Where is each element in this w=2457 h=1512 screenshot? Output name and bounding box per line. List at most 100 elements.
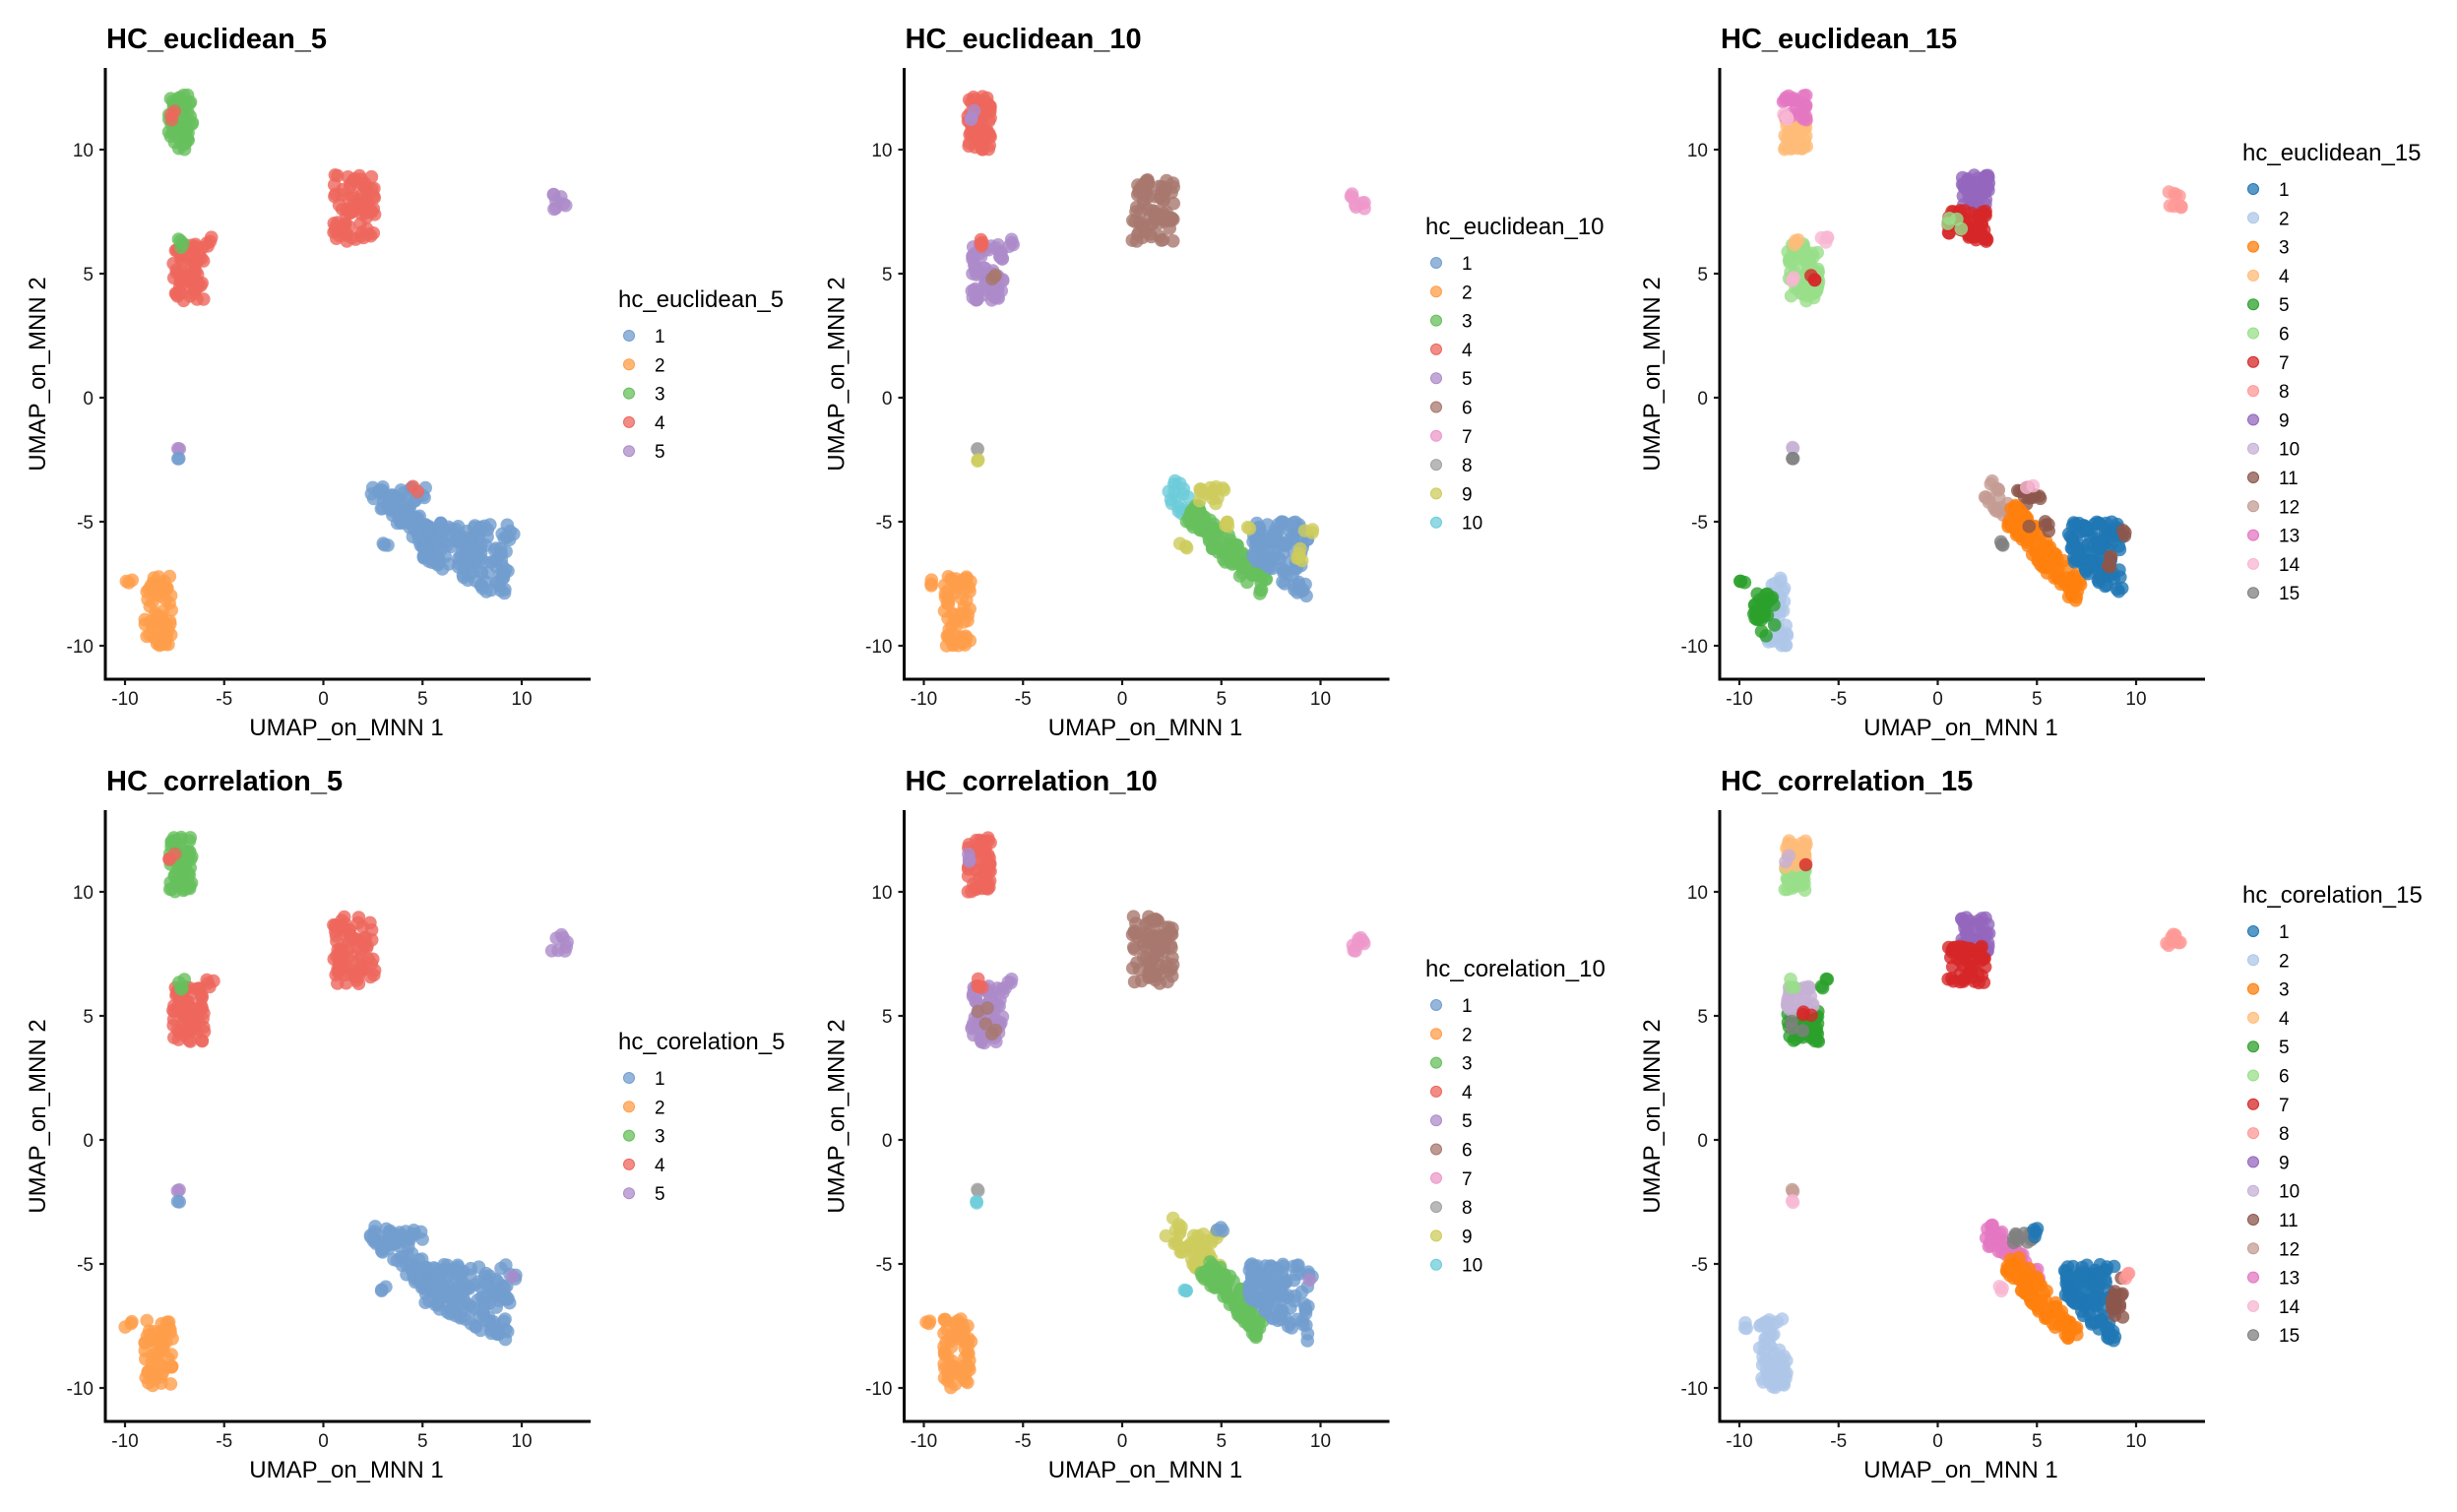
data-point [1767,1362,1781,1377]
data-point [1172,536,1187,550]
legend-label: 4 [655,1156,665,1176]
data-point [1193,482,1207,496]
cluster-7-points [1798,857,1813,872]
data-point [1966,184,1981,198]
data-point [1765,1329,1779,1343]
data-point [351,953,366,968]
legend-label: 8 [1462,1198,1473,1219]
data-point [963,1354,976,1367]
x-tick-label: -5 [216,689,232,710]
data-point [1767,618,1782,632]
x-tick-label: 0 [1117,1431,1128,1452]
legend-label: 13 [2279,527,2300,547]
data-point [477,555,491,569]
data-point [192,247,206,261]
data-point [2098,1273,2112,1287]
data-point [919,1315,933,1329]
data-point [971,1183,985,1198]
legend-key-dot-icon [2247,1127,2259,1140]
data-point [381,538,395,552]
data-point [1159,1228,1173,1243]
data-point [1981,1222,1994,1236]
data-point [2094,1308,2108,1322]
y-tick-label: -10 [865,637,892,658]
data-point [1819,972,1834,986]
data-point [329,220,344,233]
data-point [172,452,186,466]
cluster-2-points [937,1312,978,1395]
legend-key-dot-icon [2247,982,2259,995]
data-point [558,944,572,958]
legend-item: 4 [2247,267,2290,287]
legend-key-dot-icon [2247,212,2259,224]
cluster-4-points [961,831,997,899]
data-point [335,922,349,937]
data-point [970,1194,983,1209]
legend-label: 10 [1462,514,1482,535]
legend-item: 9 [1430,484,1473,505]
data-point [367,963,382,977]
legend-label: 15 [2279,1326,2300,1347]
data-point [1757,597,1772,611]
data-point [482,1269,497,1283]
cluster-1-points [376,536,395,552]
cluster-2-points [119,573,139,590]
legend-item: 6 [2247,325,2290,346]
data-point [2102,558,2115,573]
legend-item: 1 [623,327,665,347]
data-point [1285,1321,1298,1335]
data-point [170,1194,185,1209]
legend-key-dot-icon [1430,1201,1442,1214]
data-point [162,569,177,584]
data-point [1213,542,1227,556]
cluster-4-points [164,104,182,127]
data-point [501,1292,515,1306]
data-point [2117,529,2132,543]
panel-title: HC_correlation_10 [906,766,1158,797]
data-point [941,611,955,626]
legend-key-dot-icon [1430,401,1442,413]
data-point [1950,212,1964,226]
data-point [970,881,984,895]
data-point [495,558,510,573]
data-point [972,863,985,878]
data-point [1750,587,1764,601]
cluster-2-points [937,570,977,653]
x-tick-label: -10 [911,689,937,710]
y-tick-label: -5 [77,513,94,534]
legend-label: 5 [1462,369,1473,390]
y-tick-label: -10 [67,1379,94,1400]
y-tick-label: 10 [1687,141,1708,161]
data-point [937,578,952,593]
data-point [455,536,470,550]
cluster-14-points [1992,1280,2009,1298]
x-tick-label: 10 [1310,1431,1331,1452]
legend-item: 13 [2247,1269,2300,1290]
panel-title: HC_euclidean_10 [906,24,1142,55]
y-tick-label: 10 [73,141,94,161]
legend-label: 3 [2279,980,2290,1001]
legend-item: 7 [2247,1096,2290,1116]
data-point [1156,194,1170,208]
data-point [1131,178,1145,192]
data-point [2174,935,2187,950]
cluster-4-points [974,232,989,253]
cluster-2-points [1752,1312,1794,1395]
legend-item: 2 [623,355,665,376]
legend-label: 14 [2279,555,2300,576]
legend-label: 13 [2279,1269,2300,1290]
cluster-8-points [2160,927,2187,953]
x-tick-label: 5 [1216,1431,1227,1452]
cluster-1-points [500,524,521,542]
data-point [2118,1271,2132,1286]
data-point [1782,132,1796,147]
data-point [2034,1278,2048,1292]
data-point [546,188,561,202]
data-point [1268,1293,1282,1307]
x-tick-label: -10 [1726,689,1752,710]
data-point [178,857,192,871]
legend-key-dot-icon [2247,269,2259,282]
data-point [1783,1002,1796,1017]
legend-key-dot-icon [2247,1214,2259,1226]
